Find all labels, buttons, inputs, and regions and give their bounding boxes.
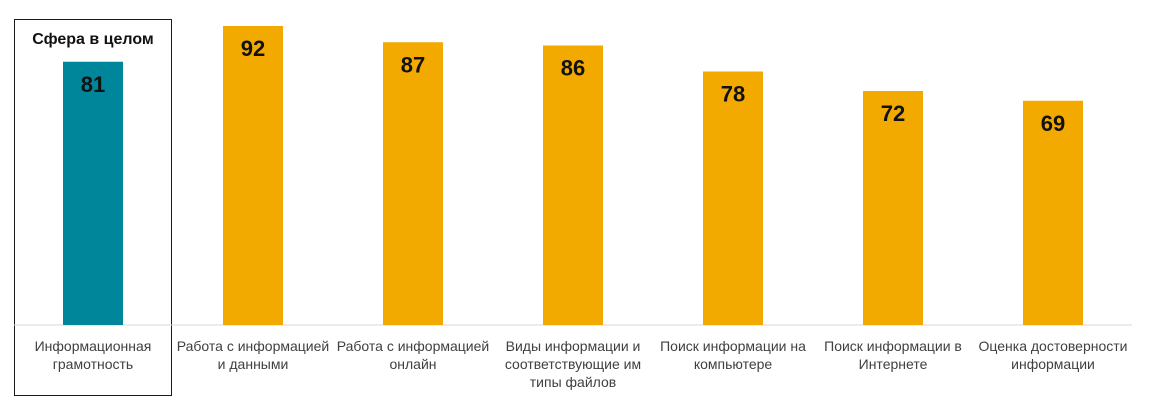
category-label-1: Информационная грамотность [34, 338, 152, 372]
highlight-title: Сфера в целом [32, 31, 154, 48]
value-label-7: 69 [1041, 111, 1065, 136]
category-label-7: Оценка достоверности информации [978, 338, 1128, 372]
category-label-3: Работа с информацией онлайн [336, 338, 490, 372]
value-label-6: 72 [881, 101, 905, 126]
value-label-1: 81 [81, 72, 105, 97]
category-label-6: Поиск информации в Интернете [824, 338, 962, 372]
value-label-3: 87 [401, 52, 425, 77]
bar-1 [63, 61, 123, 325]
bar-4 [543, 45, 603, 325]
bar-5 [703, 71, 763, 325]
value-label-2: 92 [241, 36, 265, 61]
category-label-5: Поиск информации на компьютере [660, 338, 806, 372]
value-label-4: 86 [561, 56, 585, 81]
bar-6 [863, 91, 923, 325]
bar-3 [383, 42, 443, 325]
overall-highlight-box [14, 19, 172, 396]
bar-7 [1023, 100, 1083, 325]
bar-2 [223, 26, 283, 325]
value-label-5: 78 [721, 82, 745, 107]
category-label-4: Виды информации и соответствующие им тип… [504, 338, 642, 390]
category-label-2: Работа с информацией и данными [176, 338, 330, 372]
